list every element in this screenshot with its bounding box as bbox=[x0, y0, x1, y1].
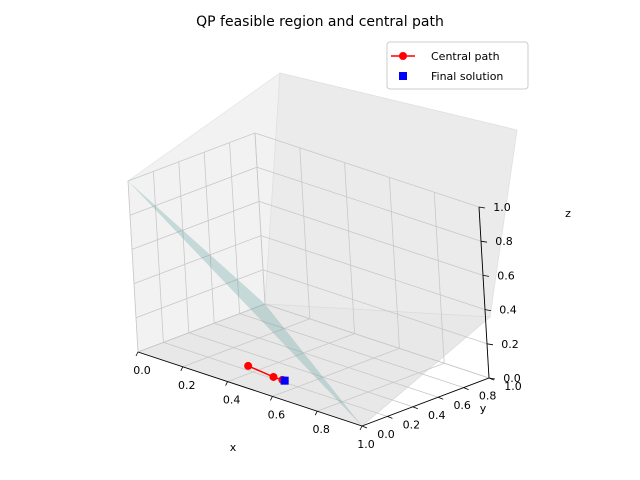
gridline-left-z-4 bbox=[129, 166, 258, 216]
z-tick-label-0: 0.0 bbox=[503, 372, 521, 385]
x-tick-label-2: 0.4 bbox=[223, 394, 241, 407]
gridline-left-z-1 bbox=[135, 269, 264, 319]
x-tick-5 bbox=[359, 425, 363, 431]
gridline-floor-x-3 bbox=[272, 348, 400, 397]
y-tick-label-0: 0.0 bbox=[377, 428, 395, 441]
gridline-left-z-3 bbox=[131, 201, 260, 250]
chart-title: QP feasible region and central path bbox=[196, 14, 444, 30]
gridline-back-x-1 bbox=[299, 147, 311, 319]
y-tick-1 bbox=[387, 416, 393, 419]
x-tick-4 bbox=[314, 411, 318, 416]
gridline-back-z-4 bbox=[256, 166, 482, 242]
y-tick-label-3: 0.6 bbox=[453, 399, 471, 412]
legend-central-path-label: Central path bbox=[431, 50, 500, 63]
feasible-region-layer bbox=[128, 181, 362, 426]
y-tick-3 bbox=[438, 396, 444, 400]
y-tick-label-1: 0.2 bbox=[403, 418, 421, 431]
gridline-floor-x-2 bbox=[227, 333, 355, 382]
y-tick-label-5: 1.0 bbox=[504, 380, 522, 393]
gridline-floor-y-5 bbox=[264, 303, 490, 379]
z-tick-3 bbox=[482, 275, 490, 277]
final-solution-point-0 bbox=[280, 376, 289, 385]
x-tick-1 bbox=[180, 366, 184, 371]
y-tick-5 bbox=[488, 377, 495, 381]
x-axis-label: x bbox=[230, 441, 237, 454]
gridline-left-y-5 bbox=[254, 132, 266, 305]
z-tick-label-2: 0.4 bbox=[499, 304, 517, 317]
legend: Central path Final solution bbox=[386, 41, 529, 90]
series-layer bbox=[244, 361, 289, 385]
z-tick-1 bbox=[486, 343, 494, 346]
y-tick-label-2: 0.4 bbox=[428, 409, 446, 422]
axis-lines bbox=[135, 206, 496, 431]
gridline-back-x-2 bbox=[344, 162, 355, 334]
gridline-left-z-0 bbox=[137, 303, 266, 353]
y-tick-label-4: 0.8 bbox=[479, 390, 497, 403]
gridline-left-y-0 bbox=[127, 180, 139, 353]
legend-final-solution-label: Final solution bbox=[431, 70, 503, 83]
y-axis-line bbox=[361, 377, 490, 427]
y-tick-4 bbox=[463, 387, 469, 390]
z-axis-line bbox=[478, 206, 490, 379]
central-path-point-1 bbox=[269, 372, 278, 381]
gridline-left-z-2 bbox=[133, 235, 262, 284]
legend-central-path-marker bbox=[399, 52, 407, 60]
tick-labels: 0.0 0.0 0.0 0.2 0.2 0.2 0.4 0.4 0.4 0.6 0.6 0.6 0.8 0… bbox=[133, 201, 522, 451]
x-axis-line bbox=[137, 351, 363, 427]
y-tick-2 bbox=[412, 406, 418, 410]
z-tick-5 bbox=[478, 206, 486, 209]
z-axis-label: z bbox=[565, 207, 571, 220]
gridline-left-y-2 bbox=[178, 161, 190, 333]
gridline-floor-y-3 bbox=[214, 322, 439, 398]
x-tick-label-1: 0.2 bbox=[178, 379, 196, 392]
legend-final-solution-marker bbox=[399, 72, 407, 80]
z-tick-label-1: 0.2 bbox=[501, 338, 519, 351]
x-tick-label-3: 0.6 bbox=[268, 408, 286, 421]
z-tick-label-3: 0.6 bbox=[497, 269, 515, 282]
gridline-floor-x-1 bbox=[182, 318, 310, 368]
x-tick-0 bbox=[135, 351, 139, 357]
gridline-back-x-4 bbox=[433, 192, 445, 364]
gridline-back-z-1 bbox=[262, 269, 488, 345]
gridline-back-x-3 bbox=[389, 177, 400, 349]
gridline-left-y-3 bbox=[203, 152, 215, 324]
x-tick-2 bbox=[225, 381, 228, 386]
gridline-left-y-1 bbox=[153, 171, 164, 343]
gridline-floor-y-4 bbox=[239, 313, 464, 388]
central-path-point-0 bbox=[244, 361, 253, 370]
gridline-back-z-5 bbox=[254, 132, 480, 208]
z-tick-label-4: 0.8 bbox=[495, 235, 513, 248]
z-tick-2 bbox=[484, 309, 492, 311]
legend-box bbox=[386, 41, 529, 90]
gridline-back-z-3 bbox=[258, 201, 484, 276]
x-tick-label-5: 1.0 bbox=[357, 438, 375, 451]
gridline-floor-x-4 bbox=[317, 362, 445, 412]
gridline-left-z-5 bbox=[127, 132, 256, 182]
gridline-left-y-4 bbox=[229, 142, 240, 314]
x-tick-label-0: 0.0 bbox=[133, 364, 151, 377]
x-tick-label-4: 0.8 bbox=[312, 423, 330, 436]
gridline-back-z-2 bbox=[260, 235, 486, 310]
z-tick-label-5: 1.0 bbox=[493, 201, 511, 214]
x-tick-3 bbox=[270, 396, 273, 401]
y-axis-label: y bbox=[480, 402, 487, 415]
y-tick-0 bbox=[361, 425, 368, 429]
feasible-region-plane bbox=[128, 181, 362, 426]
z-tick-4 bbox=[480, 240, 488, 243]
gridline-floor-y-2 bbox=[188, 332, 413, 408]
